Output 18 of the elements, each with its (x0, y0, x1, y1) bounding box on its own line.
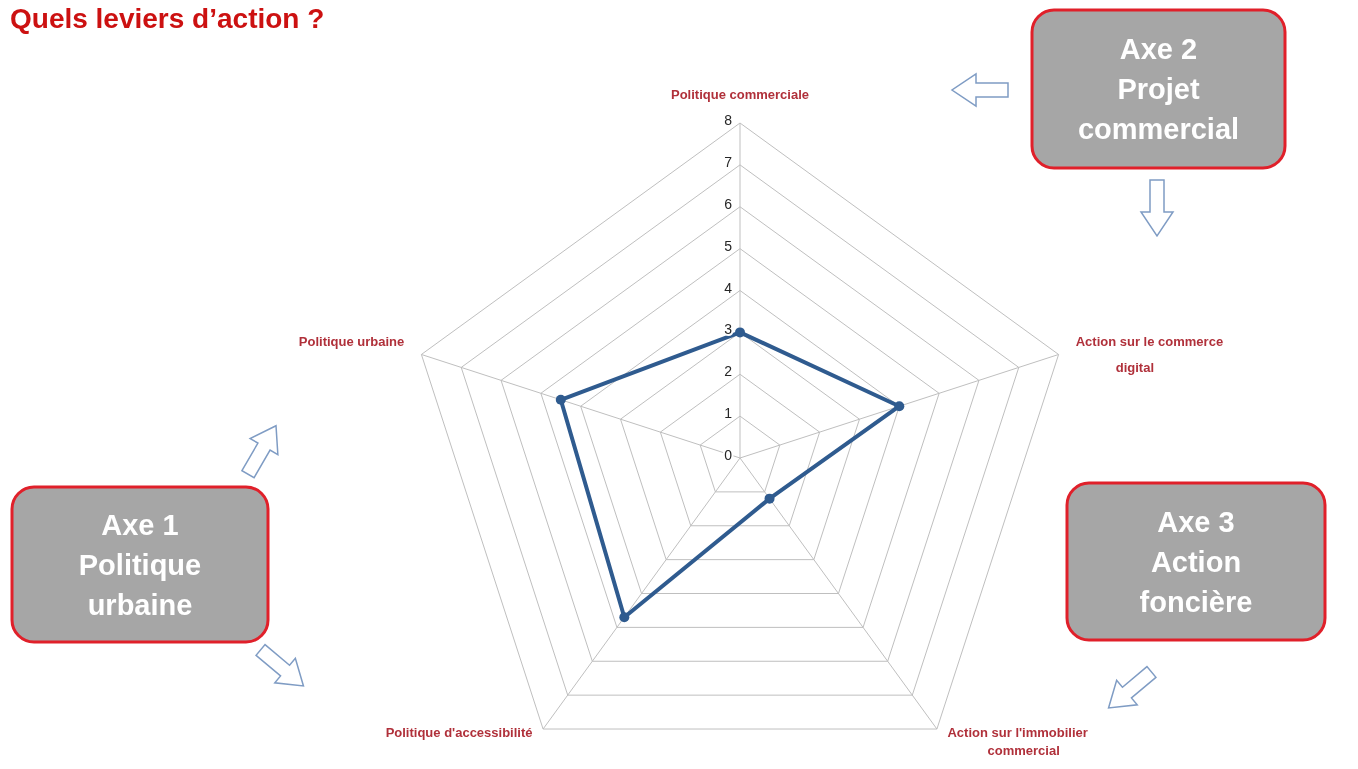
text: Axe 1 Politique urbaine (78, 508, 202, 621)
y-tick-label: 6 (724, 195, 733, 212)
spoke-label: Politique commerciale (671, 87, 809, 102)
y-tick-label: 1 (724, 405, 733, 422)
y-tick-label: 2 (724, 363, 733, 380)
y-tick-label: 3 (724, 321, 733, 338)
chart-title: Quels leviers d’action ? (10, 3, 325, 34)
y-tick-label: 8 (724, 112, 733, 128)
y-tick-label: 4 (724, 279, 733, 296)
y-tick-label: 7 (724, 153, 733, 170)
spoke-label: Action sur l'immobilier commercial (947, 725, 1088, 759)
spoke-label: Action sur le commerce digital (1075, 334, 1224, 376)
spoke-label: Politique urbaine (298, 334, 405, 350)
y-tick-label: 5 (724, 237, 733, 254)
text: Axe 3 Action foncière (1139, 505, 1253, 618)
y-tick-label: 0 (724, 447, 733, 463)
text: Axe 2 Projet commercial (1077, 33, 1240, 145)
spoke-label: Politique d'accessibilité (385, 725, 533, 741)
